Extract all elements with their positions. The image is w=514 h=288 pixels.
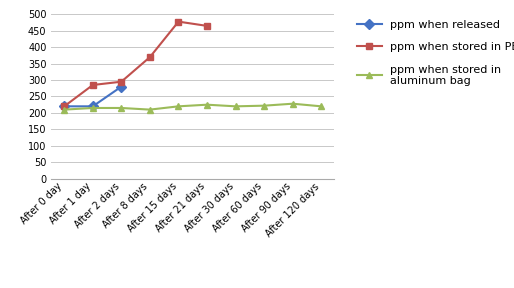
ppm when stored in
aluminum bag — [261, 104, 267, 107]
Line: ppm when released: ppm when released — [61, 83, 125, 110]
ppm when stored in
aluminum bag — [175, 105, 181, 108]
ppm when stored in
aluminum bag — [232, 105, 238, 108]
Line: ppm when stored in
aluminum bag: ppm when stored in aluminum bag — [61, 100, 325, 113]
ppm when stored in
aluminum bag — [61, 108, 67, 111]
ppm when stored in PE bag — [175, 20, 181, 23]
ppm when released — [118, 85, 124, 88]
ppm when stored in PE bag — [147, 55, 153, 59]
ppm when stored in
aluminum bag — [289, 102, 296, 105]
Legend: ppm when released, ppm when stored in PE bag, ppm when stored in
aluminum bag: ppm when released, ppm when stored in PE… — [354, 17, 514, 90]
ppm when stored in PE bag — [90, 83, 96, 87]
ppm when stored in
aluminum bag — [204, 103, 210, 107]
ppm when stored in
aluminum bag — [147, 108, 153, 111]
ppm when stored in
aluminum bag — [318, 105, 324, 108]
ppm when released — [61, 105, 67, 108]
ppm when released — [90, 105, 96, 108]
ppm when stored in PE bag — [204, 24, 210, 28]
ppm when stored in
aluminum bag — [90, 106, 96, 110]
ppm when stored in PE bag — [61, 105, 67, 108]
Line: ppm when stored in PE bag: ppm when stored in PE bag — [61, 18, 211, 110]
ppm when stored in PE bag — [118, 80, 124, 84]
ppm when stored in
aluminum bag — [118, 106, 124, 110]
